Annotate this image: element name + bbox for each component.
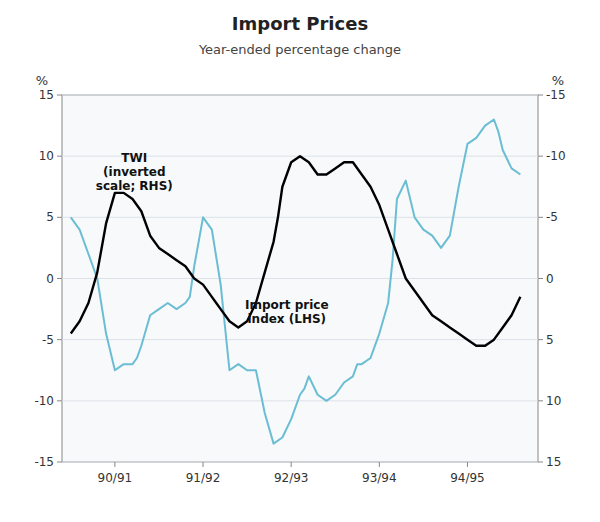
grid-line — [62, 400, 538, 401]
y2-axis-label: % — [552, 73, 564, 88]
y-axis-label: % — [36, 73, 48, 88]
y-tick — [57, 400, 62, 401]
series-group — [71, 119, 521, 443]
y2-tick-label: -5 — [546, 210, 558, 224]
x-tick — [291, 462, 292, 467]
series-line — [71, 119, 521, 443]
grid-line — [62, 278, 538, 279]
chart: Import Prices Year-ended percentage chang… — [0, 0, 600, 522]
annotation-line: TWI — [121, 151, 147, 165]
x-tick — [467, 462, 468, 467]
title: Import Prices — [232, 13, 368, 34]
x-tick — [114, 462, 115, 467]
x-tick-label: 91/92 — [186, 471, 221, 485]
annotation: TWI(invertedscale; RHS) — [96, 151, 173, 193]
y2-tick — [538, 156, 543, 157]
y2-tick — [538, 217, 543, 218]
x-tick-label: 94/95 — [450, 471, 485, 485]
y2-tick-label: 10 — [546, 394, 561, 408]
y2-tick — [538, 278, 543, 279]
y-tick — [57, 339, 62, 340]
y2-tick-label: 15 — [546, 455, 561, 469]
y-tick-label: -15 — [34, 455, 54, 469]
plot-area — [62, 95, 538, 462]
y-tick — [57, 217, 62, 218]
annotation-line: index (LHS) — [247, 312, 326, 326]
y-tick-label: 10 — [39, 149, 54, 163]
y-tick — [57, 95, 62, 96]
annotation-line: Import price — [245, 298, 329, 312]
series-line — [71, 156, 521, 346]
y2-tick-label: -15 — [546, 88, 566, 102]
grid-line — [62, 462, 538, 463]
y-tick-label: 15 — [39, 88, 54, 102]
x-tick — [203, 462, 204, 467]
x-tick-label: 93/94 — [362, 471, 397, 485]
grid-line — [62, 95, 538, 96]
y-tick-label: -10 — [34, 394, 54, 408]
y2-tick — [538, 95, 543, 96]
subtitle: Year-ended percentage change — [198, 42, 401, 57]
y2-tick — [538, 339, 543, 340]
x-tick — [379, 462, 380, 467]
y-tick-label: -5 — [42, 333, 54, 347]
y-tick-label: 0 — [46, 272, 54, 286]
y2-tick — [538, 462, 543, 463]
annotation-line: scale; RHS) — [96, 179, 173, 193]
y-tick — [57, 462, 62, 463]
y-tick-label: 5 — [46, 210, 54, 224]
y-tick — [57, 278, 62, 279]
y2-tick-label: 0 — [546, 272, 554, 286]
x-tick-label: 90/91 — [98, 471, 133, 485]
y-tick — [57, 156, 62, 157]
annotation-line: (inverted — [103, 165, 165, 179]
grid-line — [62, 217, 538, 218]
y2-tick-label: 5 — [546, 333, 554, 347]
x-tick-label: 92/93 — [274, 471, 309, 485]
annotation: Import priceindex (LHS) — [245, 298, 329, 326]
y2-tick-label: -10 — [546, 149, 566, 163]
y2-tick — [538, 400, 543, 401]
